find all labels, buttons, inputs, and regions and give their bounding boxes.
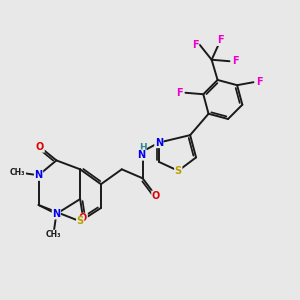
Text: O: O	[152, 191, 160, 201]
Text: CH₃: CH₃	[10, 168, 26, 177]
Text: N: N	[34, 170, 43, 180]
Text: N: N	[155, 138, 163, 148]
Text: N: N	[52, 209, 60, 219]
Text: F: F	[256, 77, 263, 87]
Text: CH₃: CH₃	[46, 230, 61, 239]
Text: S: S	[175, 166, 182, 176]
Text: N: N	[137, 150, 145, 160]
Text: H: H	[139, 143, 146, 152]
Text: F: F	[232, 56, 239, 66]
Text: O: O	[36, 142, 44, 152]
Text: O: O	[79, 213, 87, 224]
Text: F: F	[176, 88, 183, 98]
Text: F: F	[217, 35, 224, 45]
Text: S: S	[76, 216, 84, 226]
Text: F: F	[192, 40, 199, 50]
